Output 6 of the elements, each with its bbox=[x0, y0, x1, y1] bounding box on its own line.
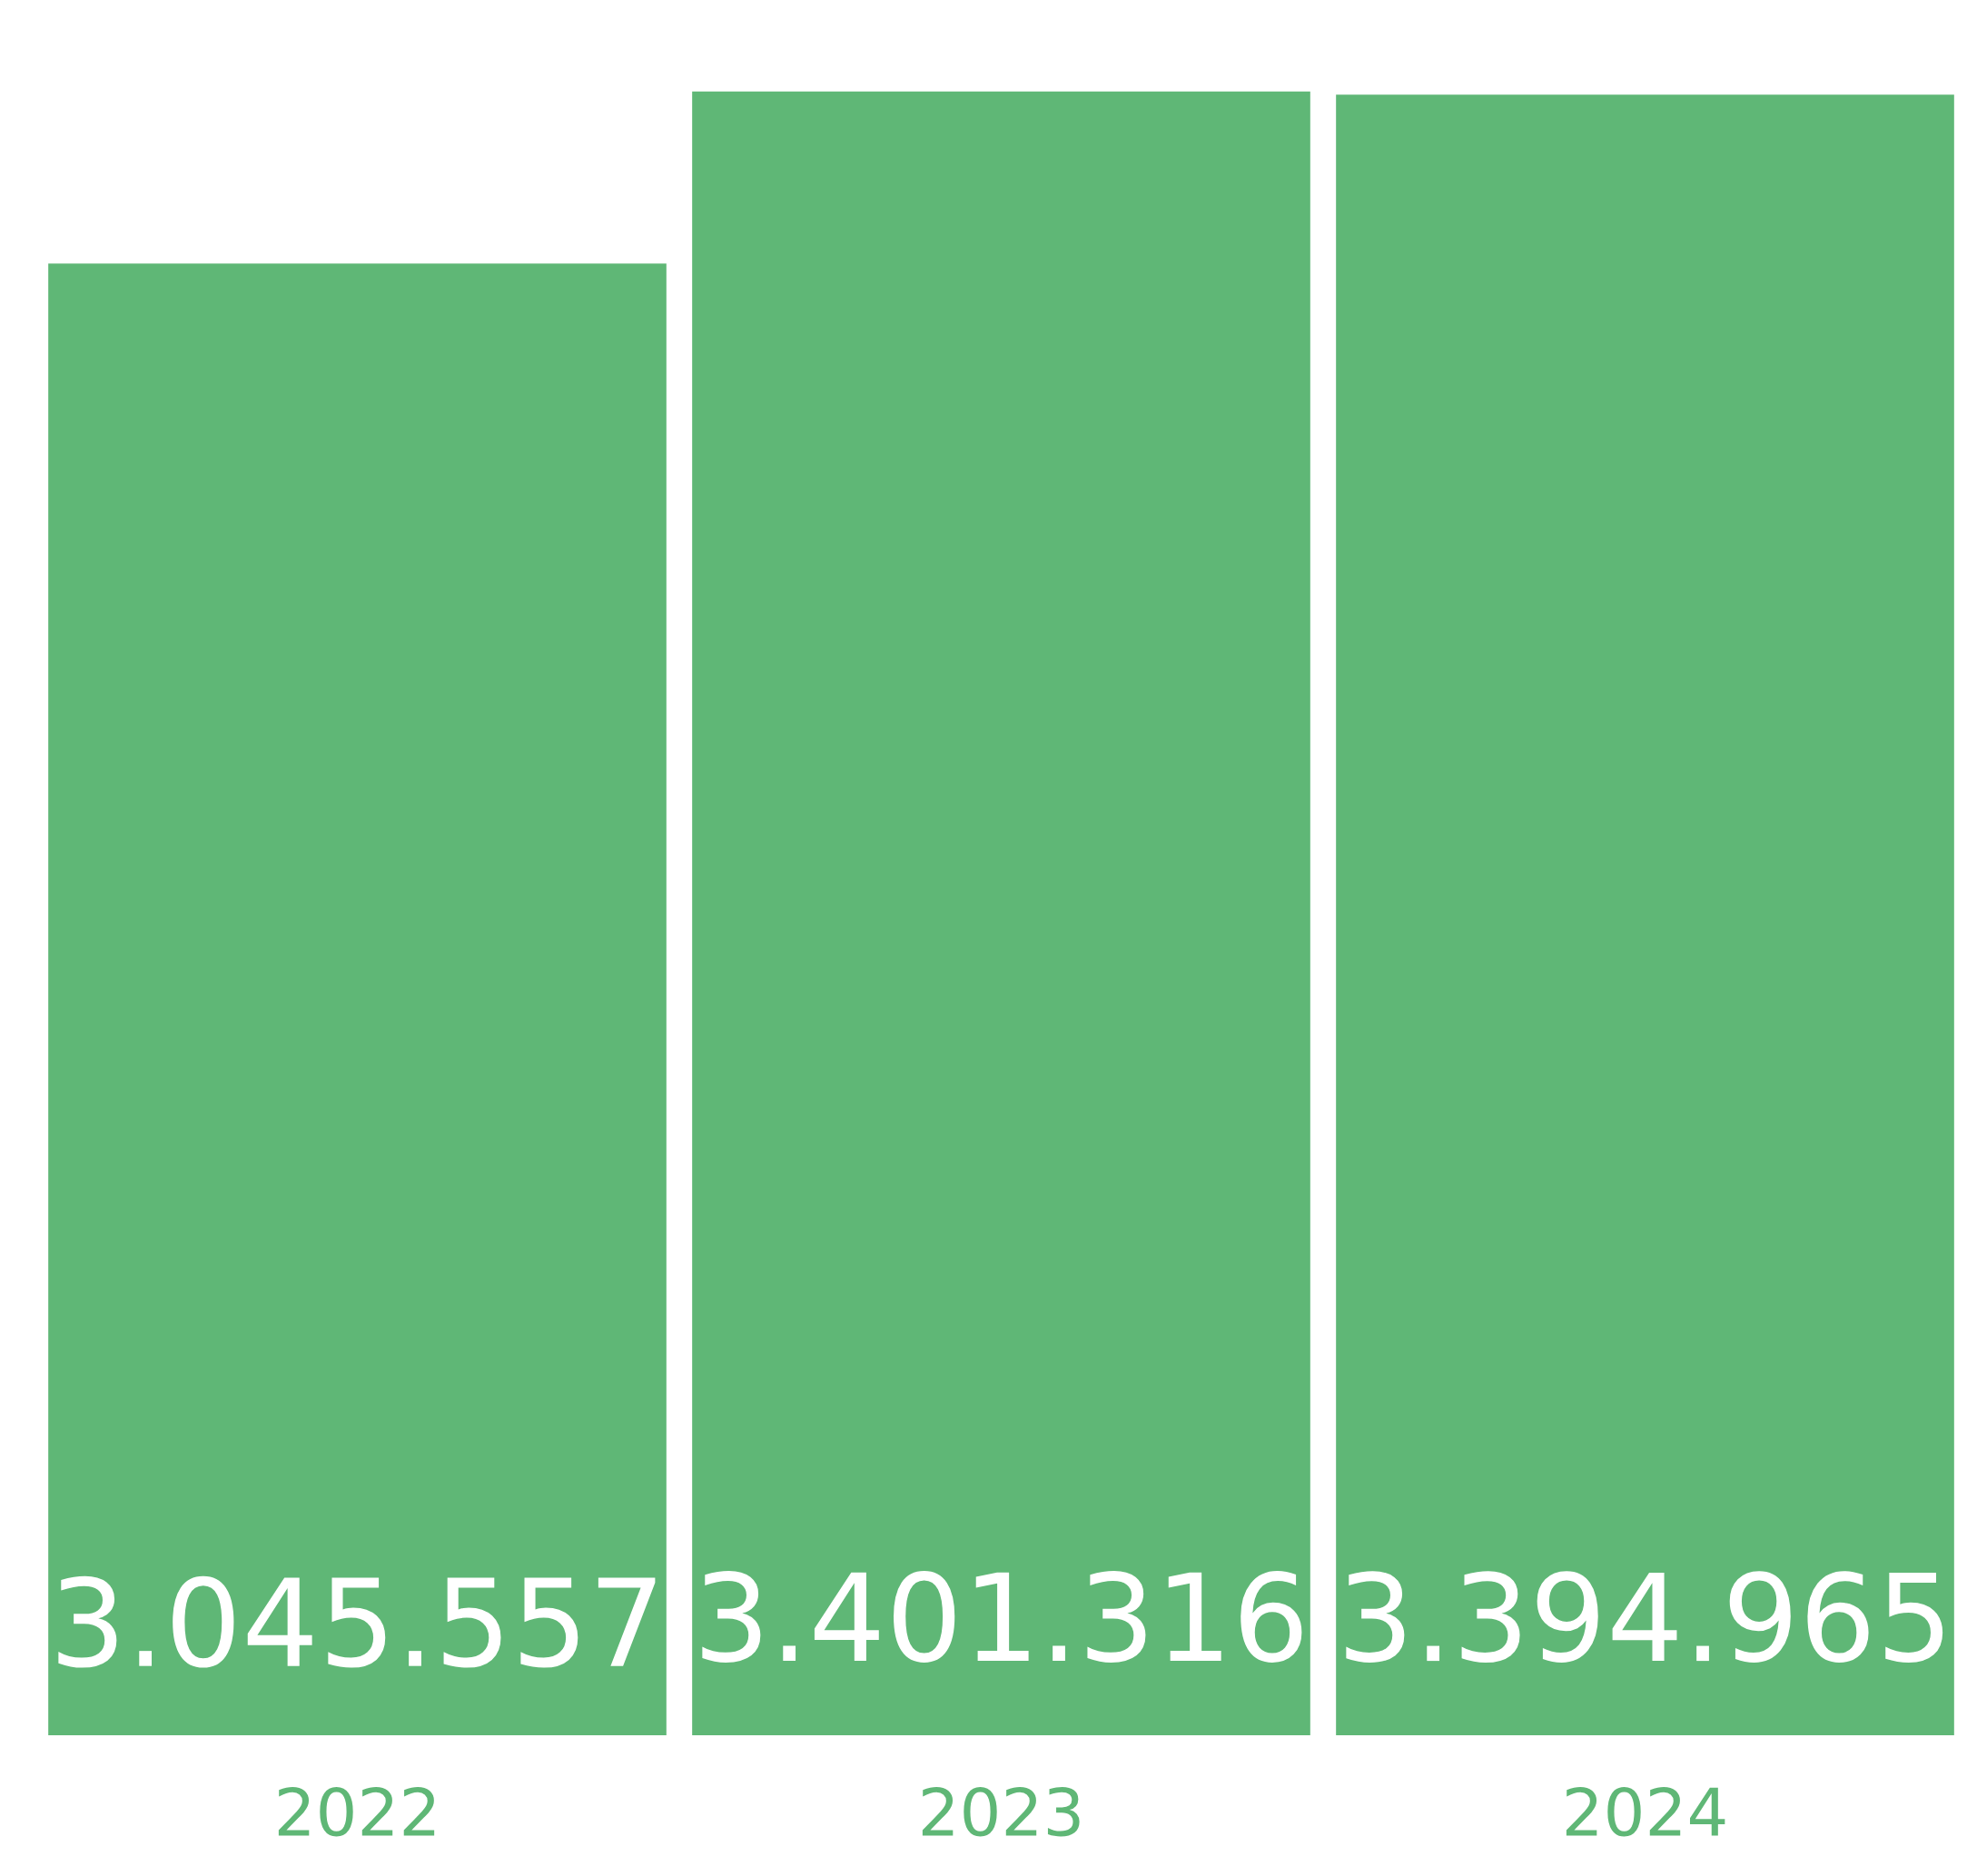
x-tick-label: 2023 bbox=[922, 1786, 1080, 1837]
x-tick-label: 2022 bbox=[278, 1786, 435, 1837]
data-label: 3.045.557 bbox=[58, 1575, 656, 1668]
data-label: 3.394.965 bbox=[1346, 1571, 1943, 1664]
data-label: 3.401.316 bbox=[702, 1571, 1302, 1663]
x-tick-label: 2024 bbox=[1566, 1786, 1725, 1837]
